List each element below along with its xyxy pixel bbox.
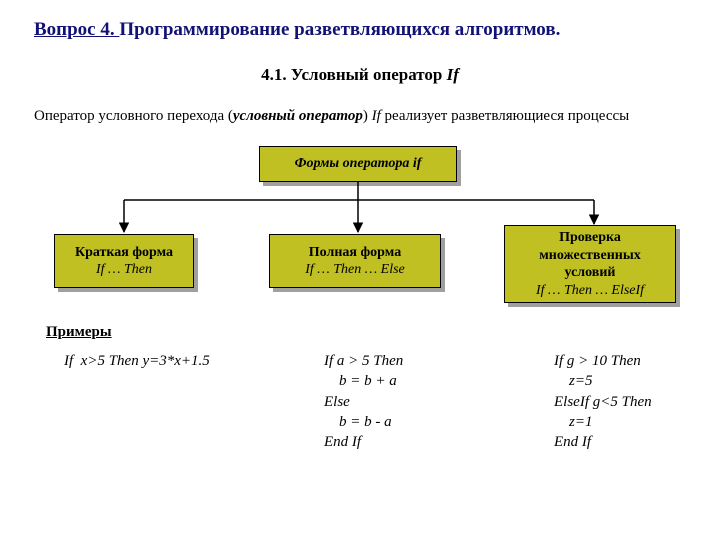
intro-2: ) bbox=[363, 108, 372, 124]
subheading-prefix: 4.1. Условный оператор bbox=[261, 65, 447, 84]
subheading-term: If bbox=[447, 65, 459, 84]
intro-3: реализует разветвляющиеся процессы bbox=[381, 108, 629, 124]
examples-row: If x>5 Then y=3*x+1.5 If a > 5 Then b = … bbox=[34, 351, 686, 452]
example-3: If g > 10 Then z=5 ElseIf g<5 Then z=1 E… bbox=[554, 351, 652, 452]
examples-heading: Примеры bbox=[46, 324, 686, 341]
box3: Проверка множественных условий If … Then… bbox=[504, 225, 676, 303]
box2-code: If … Then … Else bbox=[305, 261, 405, 279]
page-title: Вопрос 4. Программирование разветвляющих… bbox=[34, 18, 686, 43]
box3-title: Проверка множественных условий bbox=[513, 229, 667, 282]
box2: Полная форма If … Then … Else bbox=[269, 234, 441, 288]
intro-term: условный оператор bbox=[233, 108, 363, 124]
box1: Краткая форма If … Then bbox=[54, 234, 194, 288]
root-label: Формы оператора if bbox=[295, 155, 422, 173]
intro-if: If bbox=[372, 108, 381, 124]
root-box: Формы оператора if bbox=[259, 146, 457, 182]
intro-1: Оператор условного перехода ( bbox=[34, 108, 233, 124]
title-text: Программирование разветвляющихся алгорит… bbox=[119, 19, 560, 40]
forms-diagram: Формы оператора if Краткая форма If … Th… bbox=[34, 136, 686, 316]
slide: Вопрос 4. Программирование разветвляющих… bbox=[0, 0, 720, 540]
subheading: 4.1. Условный оператор If bbox=[34, 65, 686, 85]
box1-code: If … Then bbox=[96, 261, 152, 279]
box1-title: Краткая форма bbox=[75, 244, 173, 262]
box3-code: If … Then … ElseIf bbox=[536, 282, 644, 300]
example-1: If x>5 Then y=3*x+1.5 bbox=[64, 351, 264, 452]
intro-paragraph: Оператор условного перехода (условный оп… bbox=[34, 107, 686, 127]
example-2: If a > 5 Then b = b + a Else b = b - a E… bbox=[324, 351, 494, 452]
box2-title: Полная форма bbox=[309, 244, 401, 262]
title-number: Вопрос 4. bbox=[34, 19, 119, 40]
